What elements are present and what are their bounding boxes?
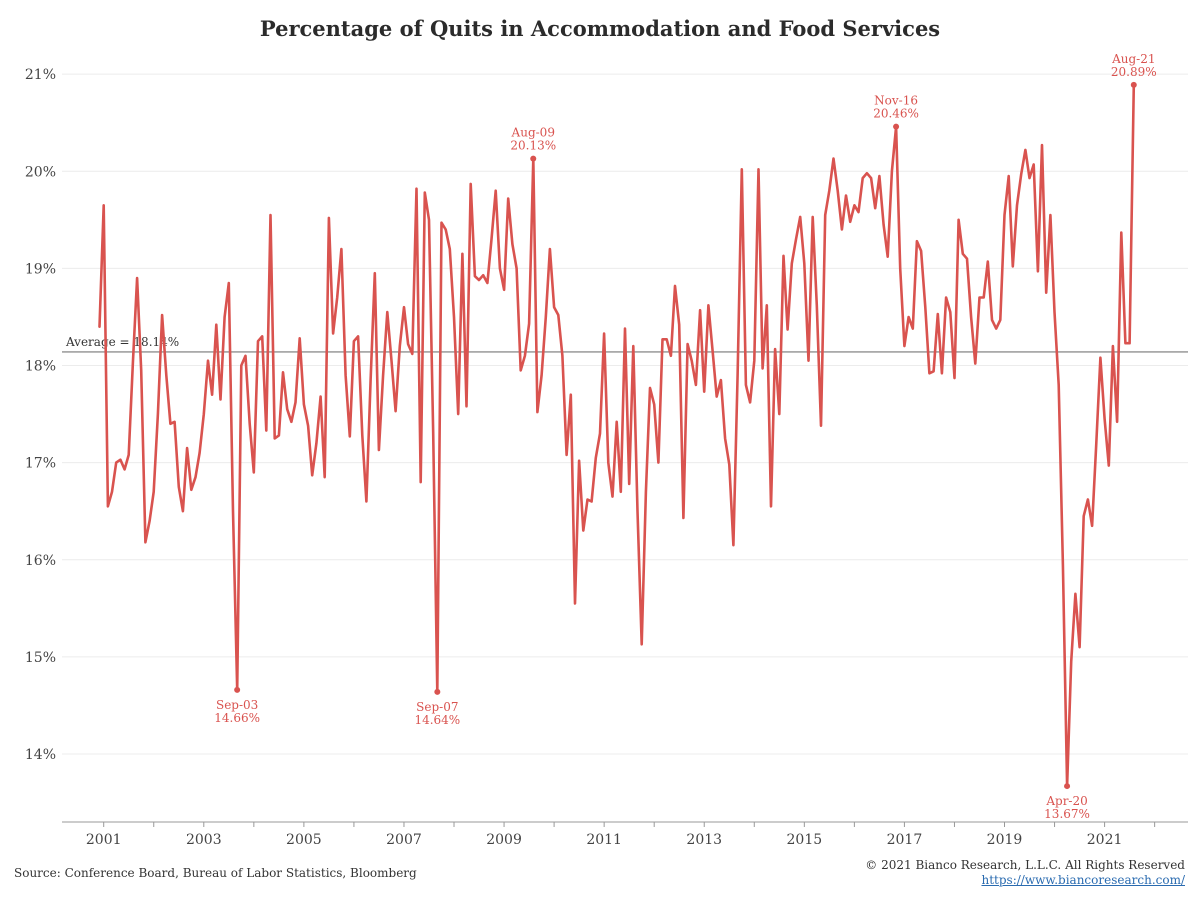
source-note: Source: Conference Board, Bureau of Labo… (14, 866, 417, 880)
y-tick-label: 19% (25, 261, 56, 277)
average-label: Average = 18.14% (65, 335, 179, 349)
quits-series-line (98, 83, 1136, 788)
x-tick-label: 2019 (987, 832, 1023, 848)
x-tick-label: 2001 (86, 832, 122, 848)
annotation-date: Sep-07 (416, 700, 458, 714)
y-tick-label: 21% (25, 67, 56, 83)
y-tick-label: 20% (25, 164, 56, 180)
annotation-value: 20.13% (510, 139, 556, 153)
x-tick-label: 2015 (787, 832, 823, 848)
website-link[interactable]: https://www.biancoresearch.com/ (981, 873, 1185, 887)
axes: 14% 15% 16% 17% 18% 19% 20% 21% 2001 2003 2005 2007… (25, 67, 1188, 848)
x-tick-label: 2011 (586, 832, 622, 848)
annotation-date: Nov-16 (874, 94, 918, 108)
series-layer (98, 83, 1136, 788)
y-tick-label: 16% (25, 553, 56, 569)
y-tick-label: 18% (25, 359, 56, 375)
annotation-marker (1064, 783, 1071, 790)
x-tick-label: 2007 (386, 832, 422, 848)
annotation-marker (893, 123, 900, 130)
annotation-value: 20.46% (873, 107, 919, 121)
annotation-marker (1130, 81, 1137, 88)
x-tick-label: 2013 (686, 832, 722, 848)
gridlines (62, 73, 1188, 755)
annotation-marker (530, 155, 537, 162)
x-tick-label: 2009 (486, 832, 522, 848)
annotation-date: Aug-09 (511, 126, 555, 140)
x-tick-label: 2005 (286, 832, 322, 848)
copyright-note: © 2021 Bianco Research, L.L.C. All Right… (865, 858, 1185, 872)
annotation-marker (234, 686, 241, 693)
annotation-value: 14.66% (214, 711, 260, 725)
annotation-date: Aug-21 (1111, 52, 1155, 66)
annotation-value: 20.89% (1111, 65, 1157, 79)
annotation-date: Sep-03 (216, 698, 258, 712)
chart-title: Percentage of Quits in Accommodation and… (259, 16, 941, 41)
annotation-value: 13.67% (1044, 807, 1090, 821)
annotation-marker (434, 688, 441, 695)
y-tick-label: 15% (25, 650, 56, 666)
annotation-date: Apr-20 (1045, 794, 1087, 808)
x-tick-label: 2017 (887, 832, 923, 848)
y-tick-label: 14% (25, 747, 56, 763)
x-tick-label: 2003 (186, 832, 222, 848)
y-tick-label: 17% (25, 456, 56, 472)
x-tick-label: 2021 (1087, 832, 1123, 848)
annotation-value: 14.64% (414, 713, 460, 727)
